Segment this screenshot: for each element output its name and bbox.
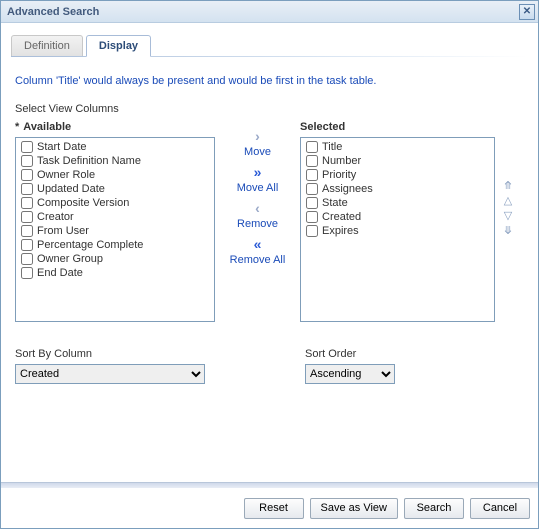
tabstrip: Definition Display [11, 33, 528, 57]
selected-column: Selected Title Number Priority Assignees Sta… [300, 121, 495, 322]
list-item-checkbox[interactable] [306, 211, 318, 223]
list-item-label: Owner Group [37, 253, 103, 265]
list-item-checkbox[interactable] [21, 211, 33, 223]
list-item[interactable]: Percentage Complete [18, 238, 212, 252]
list-item-label: Creator [37, 211, 74, 223]
titlebar: Advanced Search ✕ [1, 1, 538, 23]
tab-display[interactable]: Display [86, 35, 151, 57]
list-item-checkbox[interactable] [21, 197, 33, 209]
remove-all-icon[interactable]: « [254, 237, 262, 251]
list-item-label: Task Definition Name [37, 155, 141, 167]
list-item-checkbox[interactable] [21, 169, 33, 181]
list-item-checkbox[interactable] [21, 239, 33, 251]
list-item[interactable]: Updated Date [18, 182, 212, 196]
sort-by-select[interactable]: Created [15, 364, 205, 384]
section-label: Select View Columns [15, 103, 524, 115]
list-item[interactable]: Assignees [303, 182, 492, 196]
footer: Reset Save as View Search Cancel [1, 488, 538, 528]
list-item-label: End Date [37, 267, 83, 279]
list-item-checkbox[interactable] [21, 183, 33, 195]
list-item[interactable]: Creator [18, 210, 212, 224]
hint-text: Column 'Title' would always be present a… [15, 75, 524, 87]
list-item[interactable]: Priority [303, 168, 492, 182]
list-item-checkbox[interactable] [306, 155, 318, 167]
list-item-checkbox[interactable] [306, 225, 318, 237]
list-item[interactable]: Start Date [18, 140, 212, 154]
list-item-checkbox[interactable] [306, 169, 318, 181]
list-item-label: Updated Date [37, 183, 105, 195]
list-item-checkbox[interactable] [21, 225, 33, 237]
move-label[interactable]: Move [244, 146, 271, 158]
list-item[interactable]: Owner Group [18, 252, 212, 266]
remove-label[interactable]: Remove [237, 218, 278, 230]
move-all-icon[interactable]: » [254, 165, 262, 179]
reset-button[interactable]: Reset [244, 498, 304, 519]
list-item-label: From User [37, 225, 89, 237]
move-icon[interactable]: › [255, 129, 260, 143]
cancel-button[interactable]: Cancel [470, 498, 530, 519]
move-up-icon[interactable]: △ [504, 196, 512, 207]
selected-listbox[interactable]: Title Number Priority Assignees State Created… [300, 137, 495, 322]
list-item[interactable]: Owner Role [18, 168, 212, 182]
move-top-icon[interactable]: ⤊ [503, 181, 512, 192]
list-item[interactable]: Expires [303, 224, 492, 238]
list-item-label: Priority [322, 169, 356, 181]
list-item[interactable]: Created [303, 210, 492, 224]
list-item-label: Percentage Complete [37, 239, 143, 251]
list-item[interactable]: Task Definition Name [18, 154, 212, 168]
save-as-view-button[interactable]: Save as View [310, 498, 398, 519]
list-item-label: Start Date [37, 141, 87, 153]
list-item-checkbox[interactable] [21, 141, 33, 153]
list-item[interactable]: From User [18, 224, 212, 238]
list-item-checkbox[interactable] [21, 155, 33, 167]
list-item[interactable]: Number [303, 154, 492, 168]
list-item-checkbox[interactable] [21, 253, 33, 265]
sort-order-group: Sort Order Ascending [305, 348, 395, 384]
remove-all-label[interactable]: Remove All [230, 254, 286, 266]
list-item[interactable]: Title [303, 140, 492, 154]
list-item-label: Title [322, 141, 342, 153]
list-item-checkbox[interactable] [306, 183, 318, 195]
list-item[interactable]: State [303, 196, 492, 210]
sort-by-group: Sort By Column Created [15, 348, 205, 384]
list-item[interactable]: Composite Version [18, 196, 212, 210]
move-down-icon[interactable]: ▽ [504, 211, 512, 222]
list-item-label: State [322, 197, 348, 209]
list-item-checkbox[interactable] [21, 267, 33, 279]
sort-by-label: Sort By Column [15, 348, 205, 360]
list-item-label: Number [322, 155, 361, 167]
list-item-label: Created [322, 211, 361, 223]
close-icon[interactable]: ✕ [519, 4, 535, 20]
window-title: Advanced Search [7, 6, 99, 18]
move-bottom-icon[interactable]: ⤋ [503, 226, 512, 237]
list-item-label: Assignees [322, 183, 373, 195]
advanced-search-dialog: Advanced Search ✕ Definition Display Col… [0, 0, 539, 529]
available-label: *Available [15, 121, 215, 133]
search-button[interactable]: Search [404, 498, 464, 519]
reorder-controls: ⤊ △ ▽ ⤋ [495, 121, 521, 237]
move-all-label[interactable]: Move All [237, 182, 279, 194]
list-item-label: Expires [322, 225, 359, 237]
available-column: *Available Start Date Task Definition Nam… [15, 121, 215, 322]
tab-definition[interactable]: Definition [11, 35, 83, 56]
sort-row: Sort By Column Created Sort Order Ascend… [15, 348, 524, 384]
list-item[interactable]: End Date [18, 266, 212, 280]
available-listbox[interactable]: Start Date Task Definition Name Owner Role… [15, 137, 215, 322]
shuttle-controls: › Move » Move All ‹ Remove « Remove All [215, 121, 300, 270]
list-item-label: Owner Role [37, 169, 95, 181]
list-item-checkbox[interactable] [306, 197, 318, 209]
sort-order-select[interactable]: Ascending [305, 364, 395, 384]
required-asterisk: * [15, 121, 19, 133]
selected-label: Selected [300, 121, 495, 133]
content-area: Column 'Title' would always be present a… [1, 57, 538, 482]
sort-order-label: Sort Order [305, 348, 395, 360]
list-item-checkbox[interactable] [306, 141, 318, 153]
dual-list: *Available Start Date Task Definition Nam… [15, 121, 524, 322]
remove-icon[interactable]: ‹ [255, 201, 260, 215]
list-item-label: Composite Version [37, 197, 129, 209]
